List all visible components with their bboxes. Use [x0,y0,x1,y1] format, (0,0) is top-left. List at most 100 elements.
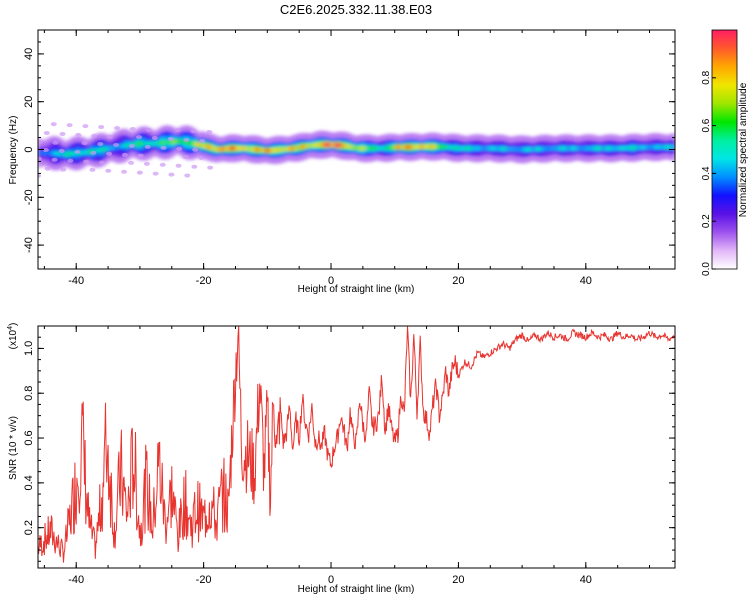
heatmap-peak [127,142,131,147]
heatmap-peak [547,146,552,151]
heatmap-peak [184,140,189,145]
heatmap-blob [82,124,89,129]
heatmap-peak [53,151,58,156]
heatmap-peak [340,143,345,148]
heatmap-blob [113,125,120,130]
heatmap-peak [273,147,278,153]
heatmap-peak [63,152,68,157]
heatmap-peak [66,151,71,157]
heatmap-blob [50,122,57,127]
heatmap-peak [295,145,300,150]
heatmap-peak [149,141,154,146]
heatmap-peak [85,150,90,155]
heatmap-blob [98,125,105,130]
heatmap-peak [375,146,380,151]
heatmap-peak [117,144,122,149]
heatmap-peak [630,145,635,150]
heatmap-peak [671,144,675,150]
snr-xtick-label: 40 [580,574,592,586]
heatmap-peak [643,145,647,150]
snr-ytick-label: 0.2 [23,520,35,535]
heatmap-peak [289,146,294,151]
heatmap-blob [38,156,42,161]
heatmap-blob [198,155,205,160]
heatmap-peak [601,146,606,151]
spectrogram-ytick-label: -20 [23,189,35,205]
snr-xtick-label: -20 [196,574,212,586]
heatmap-peak [47,150,52,156]
heatmap-blob [160,145,167,150]
heatmap-peak [560,146,565,151]
heatmap-blob [129,126,136,131]
heatmap-peak [232,146,237,151]
heatmap-peak [267,148,272,153]
heatmap-peak [512,146,517,152]
heatmap-peak [598,146,603,151]
heatmap-peak [483,146,488,151]
heatmap-blob [145,127,152,132]
heatmap-blob [81,141,88,146]
colorbar-tick-label: 0.6 [701,118,712,132]
heatmap-peak [95,148,100,153]
heatmap-peak [541,146,546,151]
spectrogram-ytick-label: 40 [23,48,35,60]
heatmap-blob [75,132,82,137]
heatmap-peak [436,144,440,149]
heatmap-peak [114,144,119,150]
heatmap-peak [490,146,495,151]
heatmap-peak [553,146,558,151]
spectral-amplitude-heatmap [38,122,675,178]
heatmap-peak [353,145,358,150]
heatmap-peak [649,144,654,150]
heatmap-blob [44,166,51,171]
heatmap-peak [280,147,284,152]
heatmap-blob [66,123,73,128]
spectrogram-xtick-label: 20 [452,275,464,287]
heatmap-peak [550,146,555,151]
heatmap-peak [305,143,310,149]
spectrogram-ytick-label: 20 [23,96,35,108]
snr-frame [37,325,676,569]
colorbar-tick-label: 0.2 [701,214,712,228]
heatmap-peak [146,141,151,146]
figure-title: C2E6.2025.332.11.38.E03 [280,2,432,17]
heatmap-peak [576,146,581,151]
snr-line-layer [38,326,675,563]
heatmap-blob [207,165,214,170]
heatmap-peak [155,141,160,146]
heatmap-peak [573,146,577,151]
heatmap-peak [197,142,202,147]
heatmap-peak [439,144,444,150]
snr-ytick-label: 1.0 [23,341,35,356]
heatmap-peak [50,150,55,156]
heatmap-blob [38,173,41,178]
snr-xtick-label: 0 [328,574,334,586]
heatmap-blob [184,173,191,178]
heatmap-peak [257,147,262,152]
heatmap-peak [216,147,221,152]
heatmap-peak [38,150,42,156]
spectrogram-ylabel: Frequency (Hz) [8,116,19,185]
heatmap-peak [209,145,214,150]
heatmap-peak [190,141,195,146]
heatmap-peak [538,146,542,152]
heatmap-peak [44,150,49,156]
heatmap-peak [299,144,303,150]
heatmap-peak [668,144,673,150]
heatmap-peak [604,146,609,151]
heatmap-peak [98,147,103,153]
heatmap-peak [499,146,504,151]
heatmap-peak [327,142,332,147]
heatmap-peak [123,143,128,148]
heatmap-peak [410,144,415,150]
heatmap-peak [569,146,574,151]
heatmap-peak [168,139,173,145]
heatmap-peak [143,141,147,146]
heatmap-peak [608,146,612,151]
heatmap-peak [235,146,240,151]
heatmap-peak [385,145,389,151]
heatmap-peak [442,144,447,150]
heatmap-peak [458,146,463,151]
snr-multiplier-exp: 4 [7,326,14,330]
heatmap-blob [91,133,98,138]
